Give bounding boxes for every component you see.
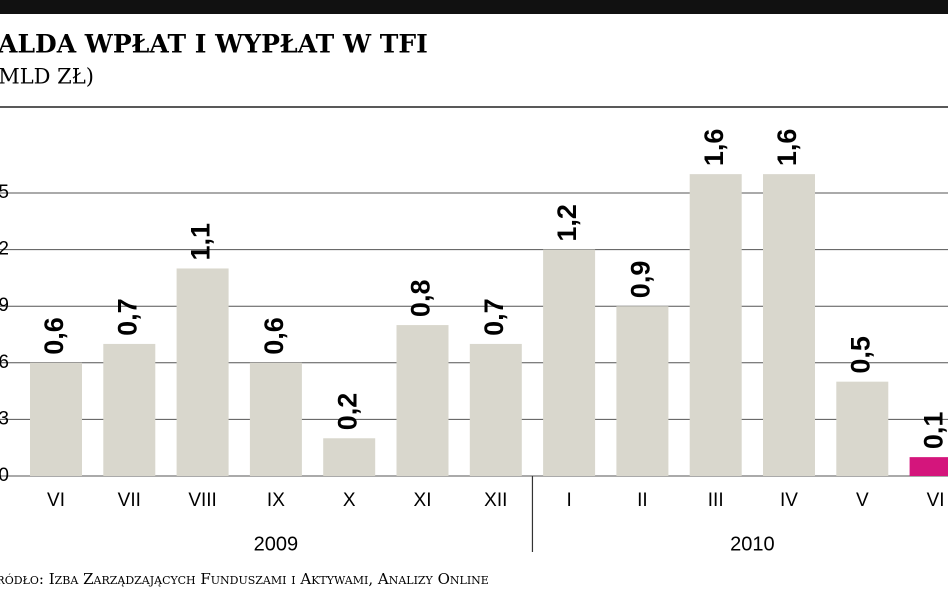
value-label: 1,2: [552, 204, 582, 242]
x-tick-label: IV: [780, 490, 798, 511]
value-label: 0,6: [39, 317, 69, 355]
value-label: 0,2: [332, 393, 362, 431]
top-band: [0, 0, 948, 14]
bar: [543, 249, 596, 476]
value-label: 0,8: [406, 280, 436, 318]
y-tick-label: 0,9: [0, 295, 9, 316]
bar: [836, 381, 889, 476]
chart-title: SALDA WPŁAT I WYPŁAT W TFI: [0, 30, 428, 59]
bar: [616, 306, 669, 476]
bar: [689, 174, 742, 476]
x-tick-label: VI: [47, 490, 65, 511]
x-tick-label: V: [856, 490, 869, 511]
x-tick-label: X: [343, 490, 356, 511]
bar: [103, 343, 156, 476]
chart-subtitle: (MLD ZŁ): [0, 65, 94, 89]
group-label: 2009: [254, 533, 299, 555]
value-label: 0,9: [626, 261, 656, 299]
x-tick-label: VIII: [188, 490, 217, 511]
bar: [396, 325, 449, 476]
x-tick-label: III: [708, 490, 724, 511]
bar: [176, 268, 229, 476]
bar: [30, 362, 82, 476]
value-label: 0,7: [479, 298, 509, 336]
value-label: 1,6: [699, 129, 729, 167]
y-tick-label: 0: [0, 465, 9, 486]
y-tick-label: 0,3: [0, 408, 9, 429]
group-label: 2010: [730, 533, 775, 555]
bar: [909, 457, 948, 476]
x-tick-label: XI: [414, 490, 432, 511]
source: Źródło: Izba Zarządzających Funduszami i…: [0, 570, 489, 588]
x-tick-label: VII: [118, 490, 141, 511]
x-tick-label: IX: [267, 490, 285, 511]
value-label: 1,1: [186, 223, 216, 261]
bar: [323, 438, 376, 476]
x-tick-label: VI: [927, 490, 945, 511]
value-label: 0,1: [919, 412, 948, 450]
bar: [249, 362, 302, 476]
value-label: 1,6: [772, 129, 802, 167]
x-tick-label: I: [566, 490, 571, 511]
x-tick-label: II: [637, 490, 648, 511]
bar: [763, 174, 815, 476]
value-label: 0,5: [845, 336, 875, 374]
value-label: 0,7: [112, 298, 142, 336]
y-tick-label: 1,2: [0, 239, 9, 260]
bar: [469, 343, 522, 476]
y-tick-label: 1,5: [0, 182, 9, 203]
y-tick-label: 0,6: [0, 352, 9, 373]
x-tick-label: XII: [484, 490, 507, 511]
value-label: 0,6: [259, 317, 289, 355]
